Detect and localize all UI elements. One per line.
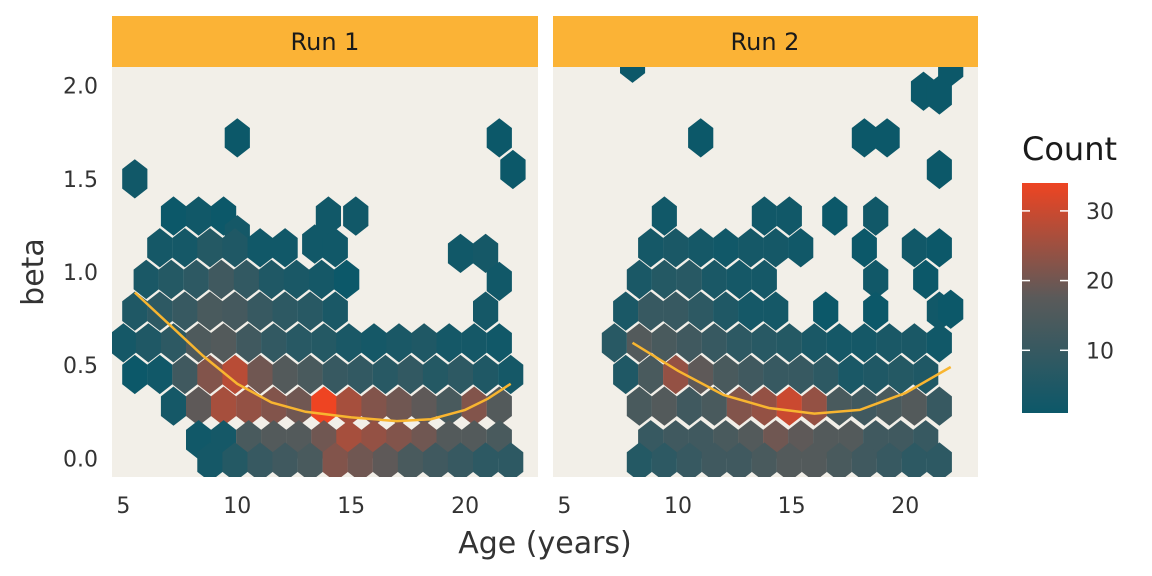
x-axis-ticks-run-2: 5 10 15 20 xyxy=(557,494,919,519)
legend: Count 10 20 30 xyxy=(1022,130,1117,413)
y-tick-label: 0.0 xyxy=(63,447,98,472)
strip-label: Run 1 xyxy=(291,28,360,56)
x-tick-label: 10 xyxy=(223,494,251,519)
x-tick-label: 20 xyxy=(891,494,919,519)
x-axis-title: Age (years) xyxy=(458,526,632,561)
y-axis-title: beta xyxy=(16,238,51,306)
legend-tick-label: 10 xyxy=(1086,339,1114,364)
x-tick-label: 20 xyxy=(451,494,479,519)
x-tick-label: 10 xyxy=(664,494,692,519)
y-tick-label: 0.5 xyxy=(63,354,98,379)
legend-tick-label: 30 xyxy=(1086,200,1114,225)
x-tick-label: 15 xyxy=(337,494,365,519)
facet-panel-run-2: Run 2 xyxy=(553,16,978,482)
legend-title: Count xyxy=(1022,130,1117,168)
x-axis-ticks-run-1: 5 10 15 20 xyxy=(116,494,479,519)
facet-panel-run-1: Run 1 xyxy=(111,16,538,482)
legend-colorbar xyxy=(1022,183,1068,413)
strip-label: Run 2 xyxy=(731,28,800,56)
legend-tick-label: 20 xyxy=(1086,270,1114,295)
y-tick-label: 1.5 xyxy=(63,168,98,193)
x-tick-label: 5 xyxy=(116,494,130,519)
y-tick-label: 1.0 xyxy=(63,261,98,286)
y-axis-ticks: 0.0 0.5 1.0 1.5 2.0 xyxy=(63,75,98,473)
x-tick-label: 5 xyxy=(557,494,571,519)
x-tick-label: 15 xyxy=(778,494,806,519)
y-tick-label: 2.0 xyxy=(63,75,98,100)
